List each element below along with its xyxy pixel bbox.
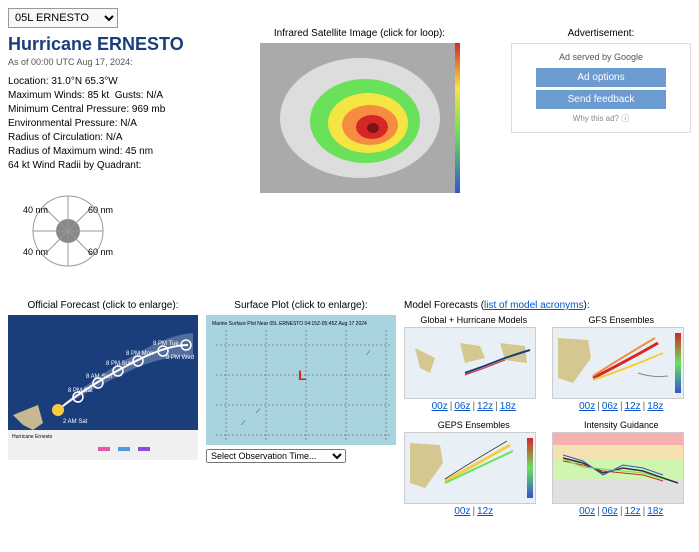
radius-max-wind-line: Radius of Maximum wind: 45 nm bbox=[8, 145, 208, 159]
storm-info-panel: Hurricane ERNESTO As of 00:00 UTC Aug 17… bbox=[8, 28, 208, 284]
forecast-title: Official Forecast (click to enlarge): bbox=[8, 300, 198, 311]
svg-text:40 nm: 40 nm bbox=[23, 247, 48, 257]
svg-text:8 PM Wed: 8 PM Wed bbox=[166, 355, 194, 361]
time-link[interactable]: 00z bbox=[454, 506, 470, 517]
geps-ensembles-image[interactable] bbox=[404, 432, 536, 504]
gfs-times: 00z|06z|12z|18z bbox=[552, 401, 692, 412]
observation-time-select[interactable]: Select Observation Time... bbox=[206, 449, 346, 463]
time-link[interactable]: 06z bbox=[454, 401, 470, 412]
ad-options-button[interactable]: Ad options bbox=[536, 68, 666, 87]
time-link[interactable]: 00z bbox=[579, 506, 595, 517]
time-link[interactable]: 00z bbox=[579, 401, 595, 412]
global-models-image[interactable] bbox=[404, 327, 536, 399]
time-link[interactable]: 06z bbox=[602, 506, 618, 517]
svg-text:Hurricane Ernesto: Hurricane Ernesto bbox=[12, 434, 53, 440]
svg-text:L: L bbox=[298, 367, 307, 383]
as-of-time: As of 00:00 UTC Aug 17, 2024: bbox=[8, 57, 208, 67]
surface-plot-image[interactable]: Marine Surface Plot Near 05L ERNESTO 04:… bbox=[206, 315, 396, 445]
intensity-guidance-image[interactable] bbox=[552, 432, 684, 504]
time-link[interactable]: 18z bbox=[647, 506, 663, 517]
satellite-image[interactable] bbox=[260, 43, 460, 193]
time-link[interactable]: 18z bbox=[500, 401, 516, 412]
time-link[interactable]: 12z bbox=[477, 401, 493, 412]
svg-text:60 nm: 60 nm bbox=[88, 247, 113, 257]
wind-radii-diagram: 40 nm 60 nm 40 nm 60 nm bbox=[8, 181, 208, 284]
svg-text:8 PM Sat: 8 PM Sat bbox=[68, 388, 93, 394]
model-acronyms-link[interactable]: list of model acronyms bbox=[484, 300, 583, 311]
max-winds-line: Maximum Winds: 85 kt Gusts: N/A bbox=[8, 89, 208, 103]
storm-title: Hurricane ERNESTO bbox=[8, 34, 208, 55]
min-pressure-line: Minimum Central Pressure: 969 mb bbox=[8, 103, 208, 117]
svg-text:8 PM Mon: 8 PM Mon bbox=[126, 351, 153, 357]
global-models-times: 00z|06z|12z|18z bbox=[404, 401, 544, 412]
time-link[interactable]: 12z bbox=[625, 506, 641, 517]
env-pressure-line: Environmental Pressure: N/A bbox=[8, 117, 208, 131]
gfs-ensembles-image[interactable] bbox=[552, 327, 684, 399]
svg-text:8 PM Sun: 8 PM Sun bbox=[106, 361, 132, 367]
model-panel-intensity: Intensity Guidance 00z|06z|12z|18z bbox=[552, 420, 692, 517]
satellite-title: Infrared Satellite Image (click for loop… bbox=[220, 28, 499, 39]
svg-text:8 AM Sun: 8 AM Sun bbox=[86, 374, 112, 380]
geps-times: 00z|12z bbox=[404, 506, 544, 517]
model-panel-global: Global + Hurricane Models 00z|06z|12z|18… bbox=[404, 315, 544, 412]
time-link[interactable]: 12z bbox=[625, 401, 641, 412]
radii-header-line: 64 kt Wind Radii by Quadrant: bbox=[8, 159, 208, 173]
surface-title: Surface Plot (click to enlarge): bbox=[206, 300, 396, 311]
svg-text:8 PM Tue: 8 PM Tue bbox=[153, 341, 179, 347]
svg-text:40 nm: 40 nm bbox=[23, 205, 48, 215]
time-link[interactable]: 06z bbox=[602, 401, 618, 412]
intensity-times: 00z|06z|12z|18z bbox=[552, 506, 692, 517]
forecast-image[interactable]: 2 AM Sat 8 PM Sat 8 AM Sun 8 PM Sun 8 PM… bbox=[8, 315, 198, 460]
model-forecasts-header: Model Forecasts (list of model acronyms)… bbox=[404, 300, 691, 311]
model-panel-gfs: GFS Ensembles 00z|06z|12z|18z bbox=[552, 315, 692, 412]
ad-box: Ad served by Google Ad options Send feed… bbox=[511, 43, 691, 133]
storm-selector[interactable]: 05L ERNESTO bbox=[8, 8, 118, 28]
svg-text:60 nm: 60 nm bbox=[88, 205, 113, 215]
time-link[interactable]: 12z bbox=[477, 506, 493, 517]
ad-served-text: Ad served by Google bbox=[520, 52, 682, 62]
why-this-ad-link[interactable]: Why this ad? ⓘ bbox=[520, 113, 682, 124]
time-link[interactable]: 00z bbox=[432, 401, 448, 412]
model-panel-geps: GEPS Ensembles 00z|12z bbox=[404, 420, 544, 517]
radius-circ-line: Radius of Circulation: N/A bbox=[8, 131, 208, 145]
send-feedback-button[interactable]: Send feedback bbox=[536, 90, 666, 109]
time-link[interactable]: 18z bbox=[647, 401, 663, 412]
svg-text:2 AM Sat: 2 AM Sat bbox=[63, 419, 88, 425]
svg-text:Marine Surface Plot Near 05L E: Marine Surface Plot Near 05L ERNESTO 04:… bbox=[212, 321, 367, 327]
ad-title: Advertisement: bbox=[511, 28, 691, 39]
location-line: Location: 31.0°N 65.3°W bbox=[8, 75, 208, 89]
